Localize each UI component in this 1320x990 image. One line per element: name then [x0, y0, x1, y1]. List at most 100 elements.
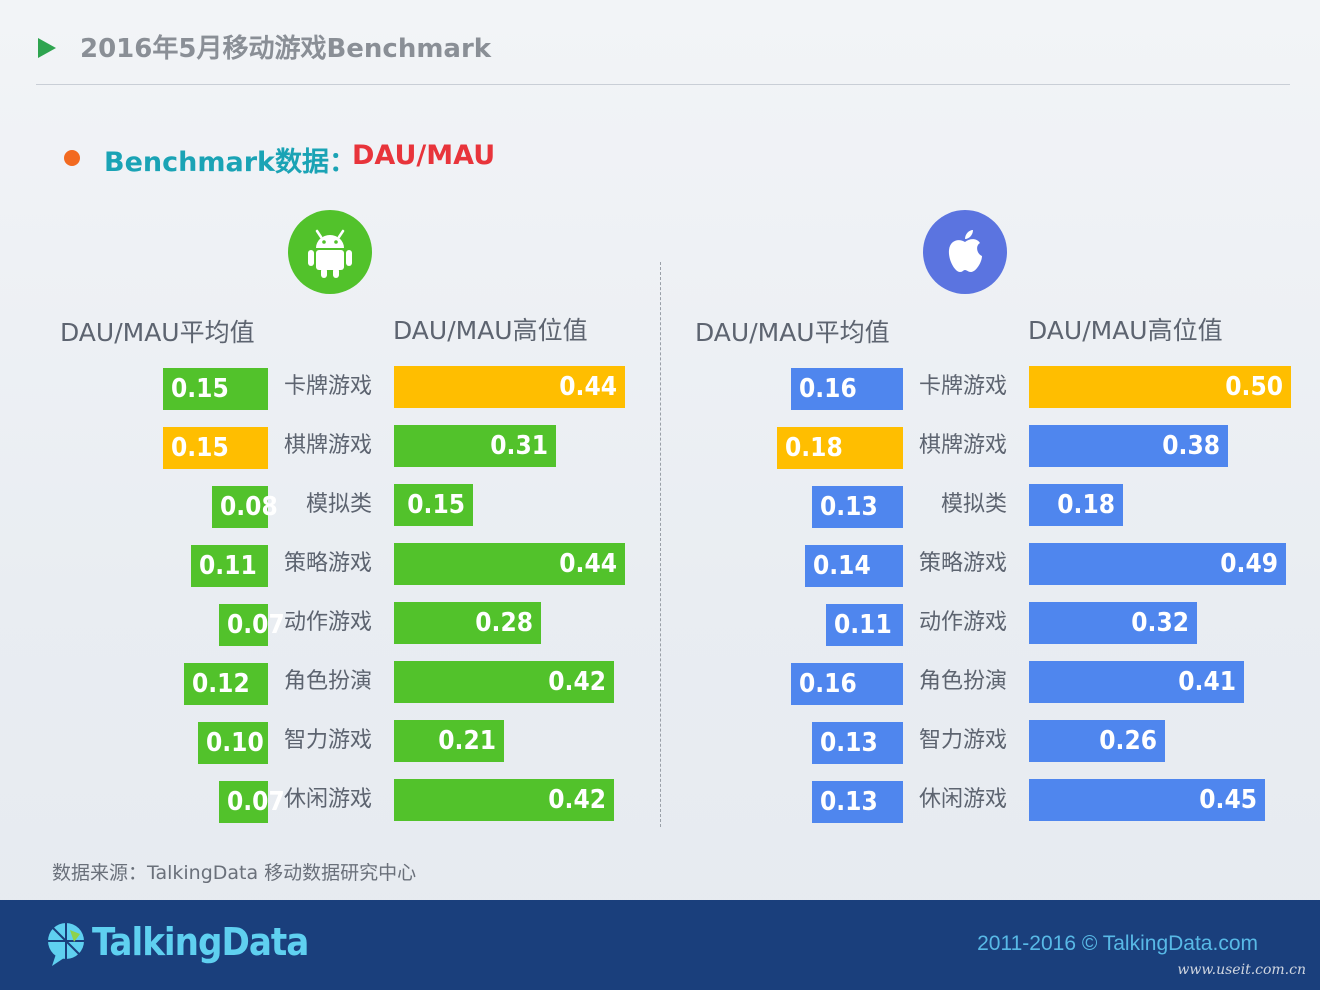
ios-high-bar: 0.26 — [1029, 720, 1165, 762]
android-high-bar: 0.15 — [394, 484, 473, 526]
android-high-bar: 0.42 — [394, 661, 614, 703]
ios-avg-value: 0.11 — [834, 610, 892, 640]
android-high-value: 0.44 — [559, 549, 617, 579]
android-avg-value: 0.12 — [192, 669, 250, 699]
ios-high-value: 0.41 — [1178, 667, 1236, 697]
talkingdata-logo: TalkingData — [44, 920, 309, 970]
apple-icon — [923, 210, 1007, 294]
android-category-label: 棋牌游戏 — [283, 433, 372, 458]
ios-avg-bar: 0.16 — [791, 368, 903, 410]
watermark: www.useit.com.cn — [1177, 962, 1306, 978]
android-avg-bar: 0.11 — [191, 545, 268, 587]
android-category-label: 动作游戏 — [283, 610, 372, 635]
android-high-bar: 0.44 — [394, 543, 625, 585]
data-source: 数据来源：TalkingData 移动数据研究中心 — [52, 862, 417, 884]
ios-high-bar: 0.45 — [1029, 779, 1265, 821]
ios-avg-header: DAU/MAU平均值 — [695, 318, 890, 347]
android-avg-bar: 0.07 — [219, 604, 285, 646]
panel-divider — [660, 262, 661, 827]
ios-avg-bar: 0.11 — [826, 604, 903, 646]
android-high-value: 0.44 — [559, 372, 617, 402]
header-divider — [36, 84, 1290, 85]
ios-high-value: 0.50 — [1225, 372, 1283, 402]
ios-high-bar: 0.50 — [1029, 366, 1291, 408]
ios-high-bar: 0.38 — [1029, 425, 1228, 467]
android-avg-bar: 0.15 — [163, 427, 268, 469]
ios-avg-value: 0.13 — [820, 787, 878, 817]
logo-text: TalkingData — [92, 920, 309, 964]
ios-high-bar: 0.18 — [1029, 484, 1123, 526]
subtitle-metric: DAU/MAU — [352, 140, 496, 171]
ios-category-label: 策略游戏 — [918, 551, 1007, 576]
ios-avg-bar: 0.14 — [805, 545, 903, 587]
android-avg-bar: 0.10 — [198, 722, 268, 764]
android-category-label: 休闲游戏 — [283, 787, 372, 812]
play-triangle-icon — [38, 38, 56, 58]
ios-avg-bar: 0.16 — [791, 663, 903, 705]
android-avg-value: 0.07 — [227, 610, 285, 640]
android-category-label: 策略游戏 — [283, 551, 372, 576]
android-avg-value: 0.15 — [171, 374, 229, 404]
android-category-label: 智力游戏 — [283, 728, 372, 753]
android-category-label: 卡牌游戏 — [283, 374, 372, 399]
ios-high-value: 0.49 — [1220, 549, 1278, 579]
android-avg-bar: 0.12 — [184, 663, 268, 705]
android-avg-value: 0.11 — [199, 551, 257, 581]
ios-category-label: 棋牌游戏 — [918, 433, 1007, 458]
ios-avg-value: 0.16 — [799, 374, 857, 404]
ios-avg-bar: 0.13 — [812, 722, 903, 764]
ios-category-label: 动作游戏 — [918, 610, 1007, 635]
ios-avg-value: 0.13 — [820, 492, 878, 522]
ios-high-bar: 0.41 — [1029, 661, 1244, 703]
ios-avg-value: 0.16 — [799, 669, 857, 699]
ios-avg-value: 0.13 — [820, 728, 878, 758]
ios-high-value: 0.18 — [1057, 490, 1115, 520]
android-high-bar: 0.28 — [394, 602, 541, 644]
android-high-value: 0.21 — [438, 726, 496, 756]
ios-high-header: DAU/MAU高位值 — [1028, 316, 1223, 345]
android-avg-value: 0.07 — [227, 787, 285, 817]
ios-avg-bar: 0.18 — [777, 427, 903, 469]
ios-high-bar: 0.49 — [1029, 543, 1286, 585]
android-avg-value: 0.10 — [206, 728, 264, 758]
android-high-value: 0.31 — [490, 431, 548, 461]
ios-category-label: 休闲游戏 — [918, 787, 1007, 812]
ios-avg-bar: 0.13 — [812, 781, 903, 823]
android-high-bar: 0.31 — [394, 425, 556, 467]
android-avg-bar: 0.15 — [163, 368, 268, 410]
android-high-value: 0.15 — [407, 490, 465, 520]
android-high-value: 0.28 — [475, 608, 533, 638]
ios-high-value: 0.38 — [1162, 431, 1220, 461]
ios-category-label: 卡牌游戏 — [918, 374, 1007, 399]
android-icon — [288, 210, 372, 294]
android-avg-header: DAU/MAU平均值 — [60, 318, 255, 347]
android-high-bar: 0.21 — [394, 720, 504, 762]
ios-avg-value: 0.18 — [785, 433, 843, 463]
android-high-header: DAU/MAU高位值 — [393, 316, 588, 345]
footer: TalkingData 2011-2016 © TalkingData.com … — [0, 900, 1320, 990]
bullet-dot-icon — [64, 150, 80, 166]
ios-avg-bar: 0.13 — [812, 486, 903, 528]
android-category-label: 模拟类 — [305, 492, 372, 517]
android-avg-bar: 0.08 — [212, 486, 278, 528]
page-title: 2016年5月移动游戏Benchmark — [80, 34, 492, 64]
android-category-label: 角色扮演 — [283, 669, 372, 694]
copyright: 2011-2016 © TalkingData.com — [977, 932, 1258, 955]
ios-category-label: 角色扮演 — [918, 669, 1007, 694]
android-avg-value: 0.15 — [171, 433, 229, 463]
ios-high-value: 0.45 — [1199, 785, 1257, 815]
ios-high-bar: 0.32 — [1029, 602, 1197, 644]
android-high-bar: 0.44 — [394, 366, 625, 408]
android-avg-bar: 0.07 — [219, 781, 285, 823]
android-avg-value: 0.08 — [220, 492, 278, 522]
ios-high-value: 0.32 — [1131, 608, 1189, 638]
subtitle-prefix: Benchmark数据： — [104, 147, 356, 178]
talkingdata-logo-icon — [48, 923, 84, 966]
ios-category-label: 模拟类 — [940, 492, 1007, 517]
ios-avg-value: 0.14 — [813, 551, 871, 581]
ios-high-value: 0.26 — [1099, 726, 1157, 756]
android-high-value: 0.42 — [548, 785, 606, 815]
android-high-bar: 0.42 — [394, 779, 614, 821]
android-high-value: 0.42 — [548, 667, 606, 697]
ios-category-label: 智力游戏 — [918, 728, 1007, 753]
